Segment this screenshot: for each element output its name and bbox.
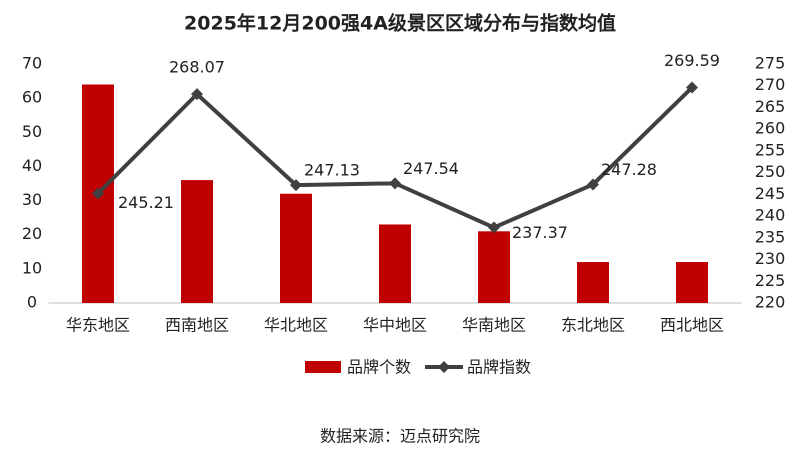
- y2-tick-label: 265: [755, 97, 786, 116]
- y-tick-label: 40: [22, 156, 42, 175]
- x-tick-label: 华南地区: [462, 316, 526, 335]
- y2-tick-label: 220: [755, 293, 786, 312]
- x-tick-label: 西北地区: [660, 316, 724, 335]
- x-tick-label: 东北地区: [561, 316, 625, 335]
- y2-tick-label: 245: [755, 184, 786, 203]
- y-tick-label: 10: [22, 258, 42, 277]
- y2-tick-label: 275: [755, 54, 786, 73]
- y-tick-label: 30: [22, 190, 42, 209]
- legend-label: 品牌个数: [347, 358, 411, 377]
- bar: [478, 231, 510, 303]
- legend-swatch: [438, 361, 450, 373]
- legend-swatch: [305, 361, 341, 373]
- y2-tick-label: 230: [755, 249, 786, 268]
- line-marker: [587, 178, 599, 191]
- y-tick-label: 60: [22, 88, 42, 107]
- y-tick-label: 0: [27, 293, 37, 312]
- x-tick-label: 西南地区: [165, 316, 229, 335]
- bar: [280, 193, 312, 303]
- x-tick-label: 华中地区: [363, 316, 427, 335]
- line-marker: [488, 221, 500, 234]
- y2-tick-label: 235: [755, 227, 786, 246]
- y2-tick-label: 270: [755, 75, 786, 94]
- data-label: 268.07: [169, 58, 225, 77]
- y2-tick-label: 255: [755, 140, 786, 159]
- data-label: 237.37: [512, 223, 568, 242]
- data-label: 269.59: [664, 51, 720, 70]
- bar: [379, 224, 411, 303]
- source-note: 数据来源：迈点研究院: [320, 427, 480, 446]
- y-tick-label: 50: [22, 122, 42, 141]
- line-marker: [686, 81, 698, 94]
- y2-tick-label: 250: [755, 162, 786, 181]
- data-label: 245.21: [118, 193, 174, 212]
- chart-title: 2025年12月200强4A级景区区域分布与指数均值: [184, 12, 616, 35]
- y-tick-label: 20: [22, 224, 42, 243]
- y2-tick-label: 225: [755, 271, 786, 290]
- line-marker: [290, 179, 302, 192]
- y2-tick-label: 260: [755, 119, 786, 138]
- bar: [577, 262, 609, 303]
- line-marker: [389, 177, 401, 190]
- x-tick-label: 华东地区: [66, 316, 130, 335]
- bar: [181, 180, 213, 303]
- legend-label: 品牌指数: [467, 358, 531, 377]
- line-marker: [191, 88, 203, 101]
- line-marker: [92, 187, 104, 200]
- x-tick-label: 华北地区: [264, 316, 328, 335]
- bar: [676, 262, 708, 303]
- y-tick-label: 70: [22, 54, 42, 73]
- data-label: 247.13: [304, 161, 360, 180]
- data-label: 247.28: [601, 160, 657, 179]
- y2-tick-label: 240: [755, 206, 786, 225]
- data-label: 247.54: [403, 159, 459, 178]
